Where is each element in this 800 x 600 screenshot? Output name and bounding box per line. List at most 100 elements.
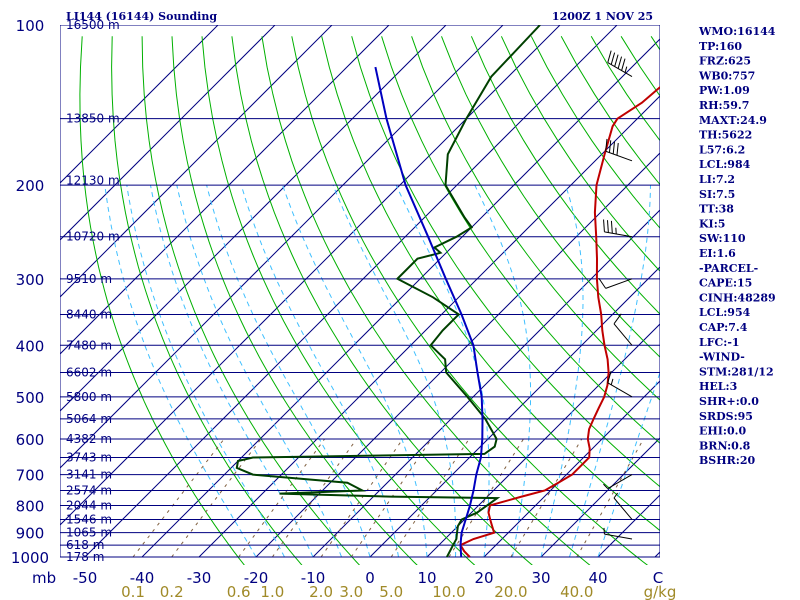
temp-tick-label: -30	[187, 569, 212, 587]
mixing-ratio-line	[271, 438, 358, 558]
index-value: WMO:16144	[698, 25, 776, 38]
height-label: 7480 m	[66, 338, 112, 352]
isotherm	[60, 25, 561, 526]
isotherm	[60, 25, 276, 241]
dry-adiabat	[411, 36, 660, 401]
index-value: SHR+:0.0	[699, 395, 759, 408]
mixing-ratio-line	[171, 438, 262, 558]
isotherm	[312, 209, 660, 558]
dry-adiabat	[470, 36, 660, 315]
dry-adiabat	[441, 36, 660, 358]
mixing-ratio-line	[576, 438, 644, 558]
temp-unit-label: C	[653, 569, 663, 587]
pressure-label: 1000	[11, 549, 49, 567]
index-value: TP:160	[699, 40, 742, 53]
wind-barb-staff	[613, 497, 633, 520]
moist-adiabat	[176, 184, 342, 558]
dry-adiabat	[500, 36, 660, 272]
height-label: 6602 m	[66, 366, 112, 380]
wind-barb-flag	[613, 313, 622, 325]
pressure-label: 700	[16, 467, 45, 485]
wind-barb-flag	[603, 219, 605, 232]
wind-barb-flag	[607, 50, 612, 63]
index-value: L57:6.2	[699, 143, 745, 156]
dry-adiabat	[291, 36, 649, 565]
temp-tick-label: 30	[531, 569, 550, 587]
mixing-ratio-label: 0.2	[160, 583, 184, 600]
mixing-ratio-line	[510, 438, 583, 558]
wind-barb-flag	[598, 277, 607, 289]
dry-adiabat	[79, 36, 245, 565]
index-value: SRDS:95	[699, 410, 753, 423]
index-value: -PARCEL-	[699, 262, 758, 275]
wind-barb	[605, 138, 633, 162]
wind-barb-flag	[624, 66, 628, 73]
index-value: LI:7.2	[699, 173, 735, 186]
wind-barb-flag	[610, 220, 613, 234]
wind-barb-flag	[614, 54, 619, 67]
wind-barb-flag	[621, 58, 626, 71]
wind-barb-flag	[603, 483, 609, 489]
index-value: CAP:7.4	[699, 321, 748, 334]
wind-barb	[607, 50, 633, 77]
plot-frame	[60, 25, 660, 558]
height-label: 1546 m	[66, 512, 112, 526]
index-value: LFC:-1	[699, 336, 740, 349]
isotherm	[540, 437, 660, 558]
height-label: 5064 m	[66, 412, 112, 426]
index-value: MAXT:24.9	[699, 114, 767, 127]
index-value: KI:5	[699, 217, 725, 230]
height-label: 9510 m	[66, 272, 112, 286]
mixing-ratio-label: 2.0	[309, 583, 333, 600]
mixing-ratio-label: 40.0	[560, 583, 593, 600]
height-label: 13850 m	[66, 112, 120, 126]
dry-adiabat	[171, 36, 418, 565]
wind-barb-flag	[612, 141, 615, 155]
wind-barb	[603, 219, 633, 238]
wind-barb-flag	[610, 378, 614, 385]
dry-adiabat	[321, 36, 660, 532]
wind-barb-staff	[604, 533, 633, 540]
pressure-label: 300	[16, 271, 45, 289]
mixing-ratio-label: 5.0	[379, 583, 403, 600]
dry-adiabat	[381, 36, 660, 444]
dry-adiabat	[141, 36, 361, 565]
index-value: SI:7.5	[699, 188, 735, 201]
pressure-label: 800	[16, 497, 45, 515]
index-value: WB0:757	[698, 69, 755, 82]
wind-barb	[613, 492, 633, 520]
index-value: CINH:48289	[699, 291, 776, 304]
dry-adiabat	[351, 36, 660, 488]
wind-barb	[603, 474, 633, 490]
isotherm	[255, 152, 660, 558]
pressure-unit-label: mb	[32, 569, 56, 587]
temp-tick-label: 0	[365, 569, 375, 587]
wind-barb-staff	[607, 474, 633, 490]
temp-tick-label: 10	[417, 569, 436, 587]
moist-adiabat	[282, 184, 428, 558]
parcel-profile	[374, 66, 484, 558]
pressure-label: 200	[16, 177, 45, 195]
index-value: -WIND-	[699, 351, 745, 364]
wind-barb	[613, 313, 633, 346]
mixing-ratio-line	[132, 438, 225, 558]
isotherm	[483, 380, 660, 558]
moist-adiabat	[206, 184, 371, 558]
wind-barb-staff	[605, 150, 633, 162]
mixing-ratio-label: 0.6	[227, 583, 251, 600]
wind-barb-flag	[610, 52, 616, 65]
wind-barb-staff	[605, 278, 633, 289]
temp-tick-label: -10	[301, 569, 326, 587]
isotherm	[60, 25, 447, 412]
isotherm	[60, 25, 333, 298]
mixing-ratio-unit-label: g/kg	[644, 583, 677, 600]
index-value: EHI:0.0	[699, 425, 746, 438]
wind-barb	[603, 527, 633, 540]
wind-barb-flag	[607, 370, 612, 383]
index-value: LCL:954	[699, 306, 751, 319]
temp-tick-label: 20	[474, 569, 493, 587]
moist-adiabat	[150, 185, 314, 558]
height-label: 10720 m	[66, 230, 120, 244]
